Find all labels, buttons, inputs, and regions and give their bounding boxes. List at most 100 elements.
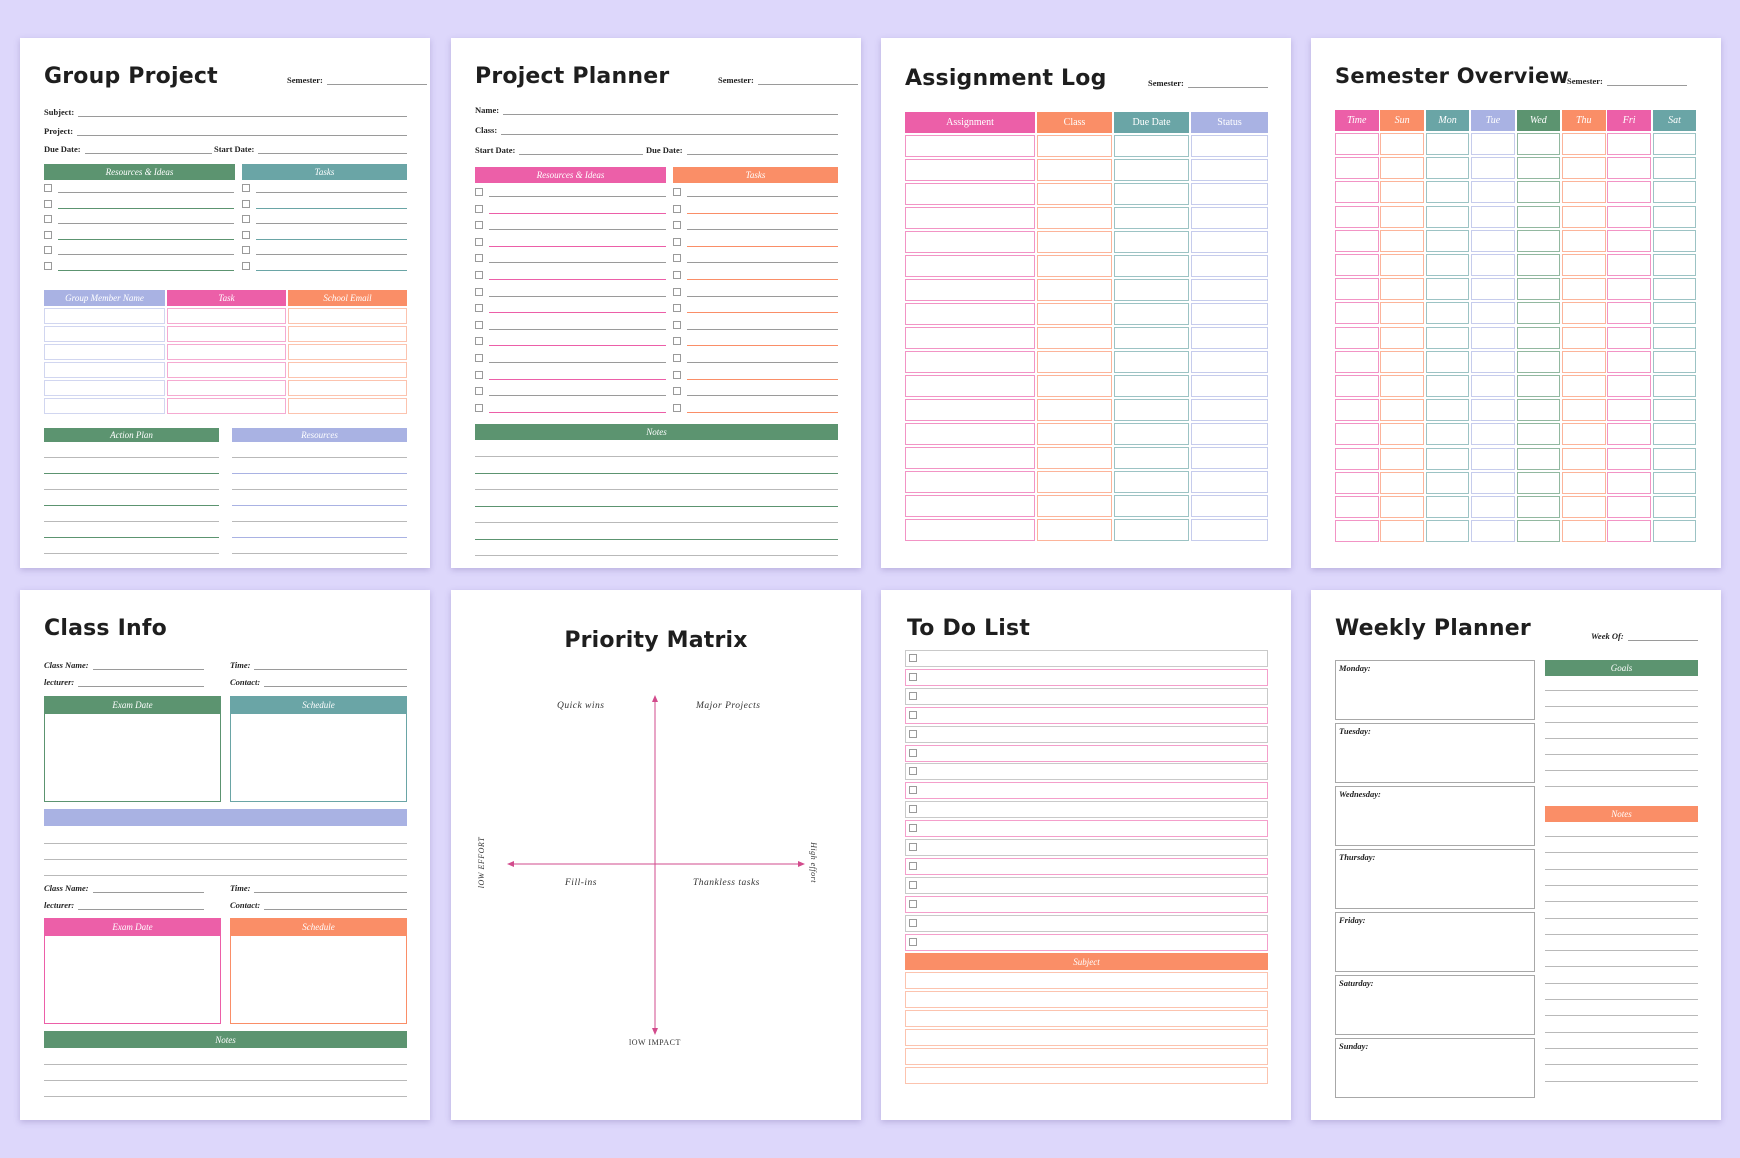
table-cell[interactable]: [1425, 496, 1470, 518]
table-cell[interactable]: [167, 380, 286, 396]
table-cell[interactable]: [905, 231, 1035, 253]
writing-line[interactable]: [1545, 738, 1698, 739]
writing-line[interactable]: [1545, 884, 1698, 886]
writing-line[interactable]: [1545, 786, 1698, 787]
checkbox[interactable]: [673, 237, 681, 246]
writing-line[interactable]: [1545, 706, 1698, 707]
start-date-field[interactable]: Start Date:: [214, 144, 407, 154]
table-cell[interactable]: [1607, 254, 1651, 276]
checkbox[interactable]: [673, 403, 681, 412]
table-cell[interactable]: [1471, 399, 1515, 422]
table-cell[interactable]: [1516, 326, 1561, 349]
table-cell[interactable]: [1380, 471, 1424, 494]
project-field[interactable]: Project:: [44, 126, 407, 136]
table-cell[interactable]: [1562, 133, 1606, 155]
table-cell[interactable]: [905, 519, 1035, 541]
table-cell[interactable]: [1652, 375, 1697, 397]
table-cell[interactable]: [167, 362, 286, 378]
writing-line[interactable]: [232, 521, 407, 522]
table-cell[interactable]: [1335, 399, 1379, 422]
checkbox[interactable]: [909, 786, 917, 795]
table-cell[interactable]: [1425, 375, 1470, 397]
table-cell[interactable]: [1516, 447, 1561, 470]
table-cell[interactable]: [1425, 254, 1470, 276]
table-cell[interactable]: [1380, 302, 1424, 325]
table-cell[interactable]: [167, 326, 286, 342]
table-cell[interactable]: [1562, 326, 1606, 349]
todo-row[interactable]: [905, 857, 1268, 875]
table-cell[interactable]: [1652, 447, 1697, 470]
table-cell[interactable]: [1037, 207, 1112, 229]
table-cell[interactable]: [905, 471, 1035, 493]
table-cell[interactable]: [1191, 303, 1268, 325]
checkbox[interactable]: [673, 254, 681, 263]
table-cell[interactable]: [1191, 255, 1268, 277]
checkbox[interactable]: [44, 184, 52, 192]
table-cell[interactable]: [1425, 423, 1470, 446]
table-cell[interactable]: [1380, 229, 1424, 252]
table-cell[interactable]: [1652, 520, 1697, 543]
table-cell[interactable]: [1562, 350, 1606, 373]
table-cell[interactable]: [1562, 375, 1606, 397]
checkbox[interactable]: [673, 204, 681, 213]
checkbox[interactable]: [475, 304, 483, 313]
table-cell[interactable]: [1471, 447, 1515, 470]
table-cell[interactable]: [1380, 278, 1424, 301]
checkbox[interactable]: [909, 654, 917, 662]
table-cell[interactable]: [1516, 133, 1561, 155]
table-cell[interactable]: [905, 159, 1035, 181]
table-cell[interactable]: [1380, 496, 1424, 518]
table-cell[interactable]: [1652, 133, 1697, 155]
writing-line[interactable]: [44, 473, 219, 474]
checkbox[interactable]: [673, 221, 681, 230]
table-cell[interactable]: [1335, 375, 1379, 397]
table-cell[interactable]: [1380, 447, 1424, 470]
subject-row[interactable]: [905, 1029, 1268, 1046]
table-cell[interactable]: [1191, 471, 1268, 493]
table-cell[interactable]: [1191, 423, 1268, 445]
table-cell[interactable]: [1114, 183, 1189, 205]
checkbox[interactable]: [909, 767, 917, 776]
writing-line[interactable]: [256, 207, 407, 209]
writing-line[interactable]: [1545, 852, 1698, 854]
table-cell[interactable]: [1562, 496, 1606, 518]
writing-line[interactable]: [44, 457, 219, 458]
writing-line[interactable]: [1545, 836, 1698, 837]
table-cell[interactable]: [1335, 496, 1379, 518]
writing-line[interactable]: [687, 196, 838, 197]
time-field[interactable]: Time:: [230, 660, 407, 670]
writing-line[interactable]: [687, 411, 838, 413]
table-cell[interactable]: [1191, 399, 1268, 421]
writing-line[interactable]: [44, 1064, 407, 1065]
exam-date-box[interactable]: [44, 713, 221, 802]
table-cell[interactable]: [1037, 135, 1112, 157]
writing-line[interactable]: [1545, 901, 1698, 903]
checkbox[interactable]: [673, 287, 681, 296]
writing-line[interactable]: [687, 212, 838, 214]
checkbox[interactable]: [475, 287, 483, 296]
table-cell[interactable]: [1335, 471, 1379, 494]
writing-line[interactable]: [1545, 1080, 1698, 1082]
writing-line[interactable]: [44, 489, 219, 490]
class-name-field-2[interactable]: Class Name:: [44, 883, 204, 893]
writing-line[interactable]: [232, 473, 407, 474]
table-cell[interactable]: [1114, 159, 1189, 181]
checkbox[interactable]: [909, 843, 917, 851]
table-cell[interactable]: [1037, 423, 1112, 445]
table-cell[interactable]: [1191, 159, 1268, 181]
table-cell[interactable]: [1380, 399, 1424, 422]
table-cell[interactable]: [1516, 520, 1561, 543]
writing-line[interactable]: [44, 875, 407, 876]
writing-line[interactable]: [489, 345, 666, 347]
writing-line[interactable]: [687, 345, 838, 347]
checkbox[interactable]: [673, 188, 681, 196]
table-cell[interactable]: [1516, 350, 1561, 373]
table-cell[interactable]: [1425, 447, 1470, 470]
exam-date-box-2[interactable]: [44, 935, 221, 1024]
table-cell[interactable]: [905, 375, 1035, 397]
checkbox[interactable]: [673, 370, 681, 379]
table-cell[interactable]: [1607, 399, 1651, 422]
table-cell[interactable]: [1037, 183, 1112, 205]
schedule-box[interactable]: [230, 713, 407, 802]
writing-line[interactable]: [1545, 933, 1698, 935]
